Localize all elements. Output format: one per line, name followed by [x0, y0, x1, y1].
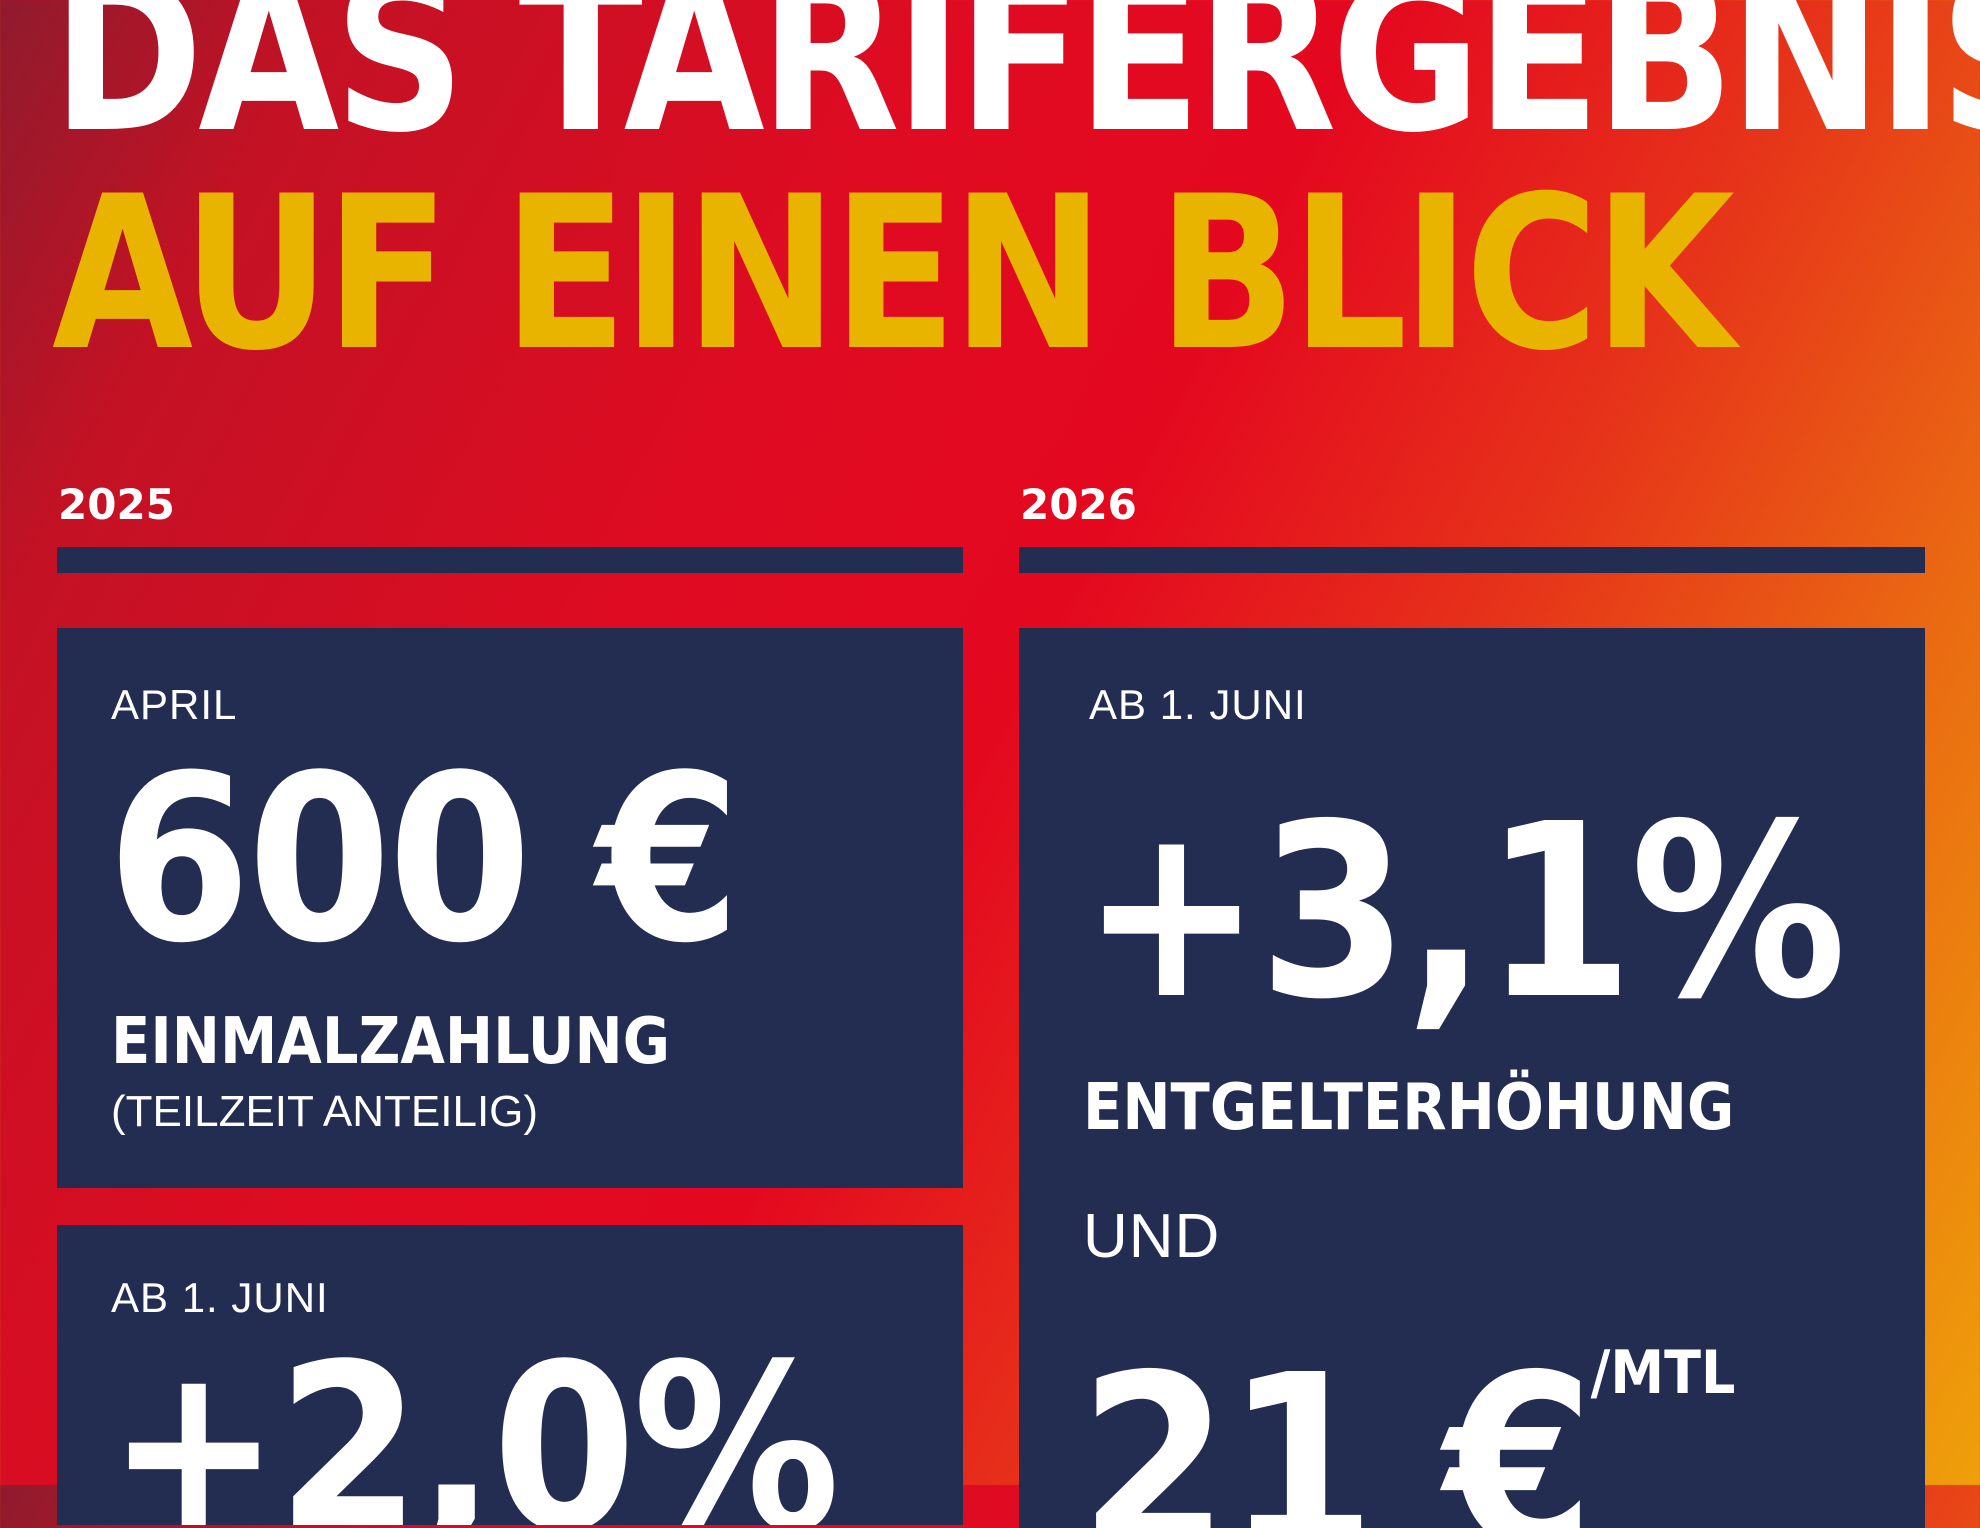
payment-amount: 600 €: [107, 727, 741, 994]
year-label-2025: 2025: [58, 480, 175, 529]
raise-type-label: ENTGELTERHÖHUNG: [1083, 1071, 1735, 1145]
year-label-2026: 2026: [1020, 480, 1137, 529]
flat-amount-value: 21 €: [1079, 1323, 1594, 1528]
card-raise-2026: AB 1. JUNI +3,1% ENTGELTERHÖHUNG UND 21 …: [1019, 628, 1925, 1528]
flat-amount-suffix: /MTL: [1590, 1338, 1736, 1408]
payment-note: (TEILZEIT ANTEILIG): [111, 1087, 539, 1136]
headline-line-1: DAS TARIFERGEBNIS: [52, 0, 1980, 179]
column-divider-right: [1019, 547, 1925, 573]
conjunction-text: UND: [1083, 1202, 1221, 1271]
raise-percentage: +2,0%: [107, 1316, 840, 1526]
flat-amount: 21 €/MTL: [1079, 1343, 1735, 1528]
card-date-label: AB 1. JUNI: [111, 1274, 329, 1321]
card-raise-2025: AB 1. JUNI +2,0%: [57, 1225, 963, 1525]
card-date-label: AB 1. JUNI: [1089, 681, 1307, 728]
raise-percentage: +3,1%: [1081, 772, 1847, 1052]
card-one-time-payment: APRIL 600 € EINMALZAHLUNG (TEILZEIT ANTE…: [57, 628, 963, 1188]
payment-type-label: EINMALZAHLUNG: [111, 1005, 671, 1079]
column-divider-left: [57, 547, 963, 573]
card-date-label: APRIL: [111, 681, 238, 728]
headline-line-2: AUF EINEN BLICK: [52, 150, 1735, 397]
